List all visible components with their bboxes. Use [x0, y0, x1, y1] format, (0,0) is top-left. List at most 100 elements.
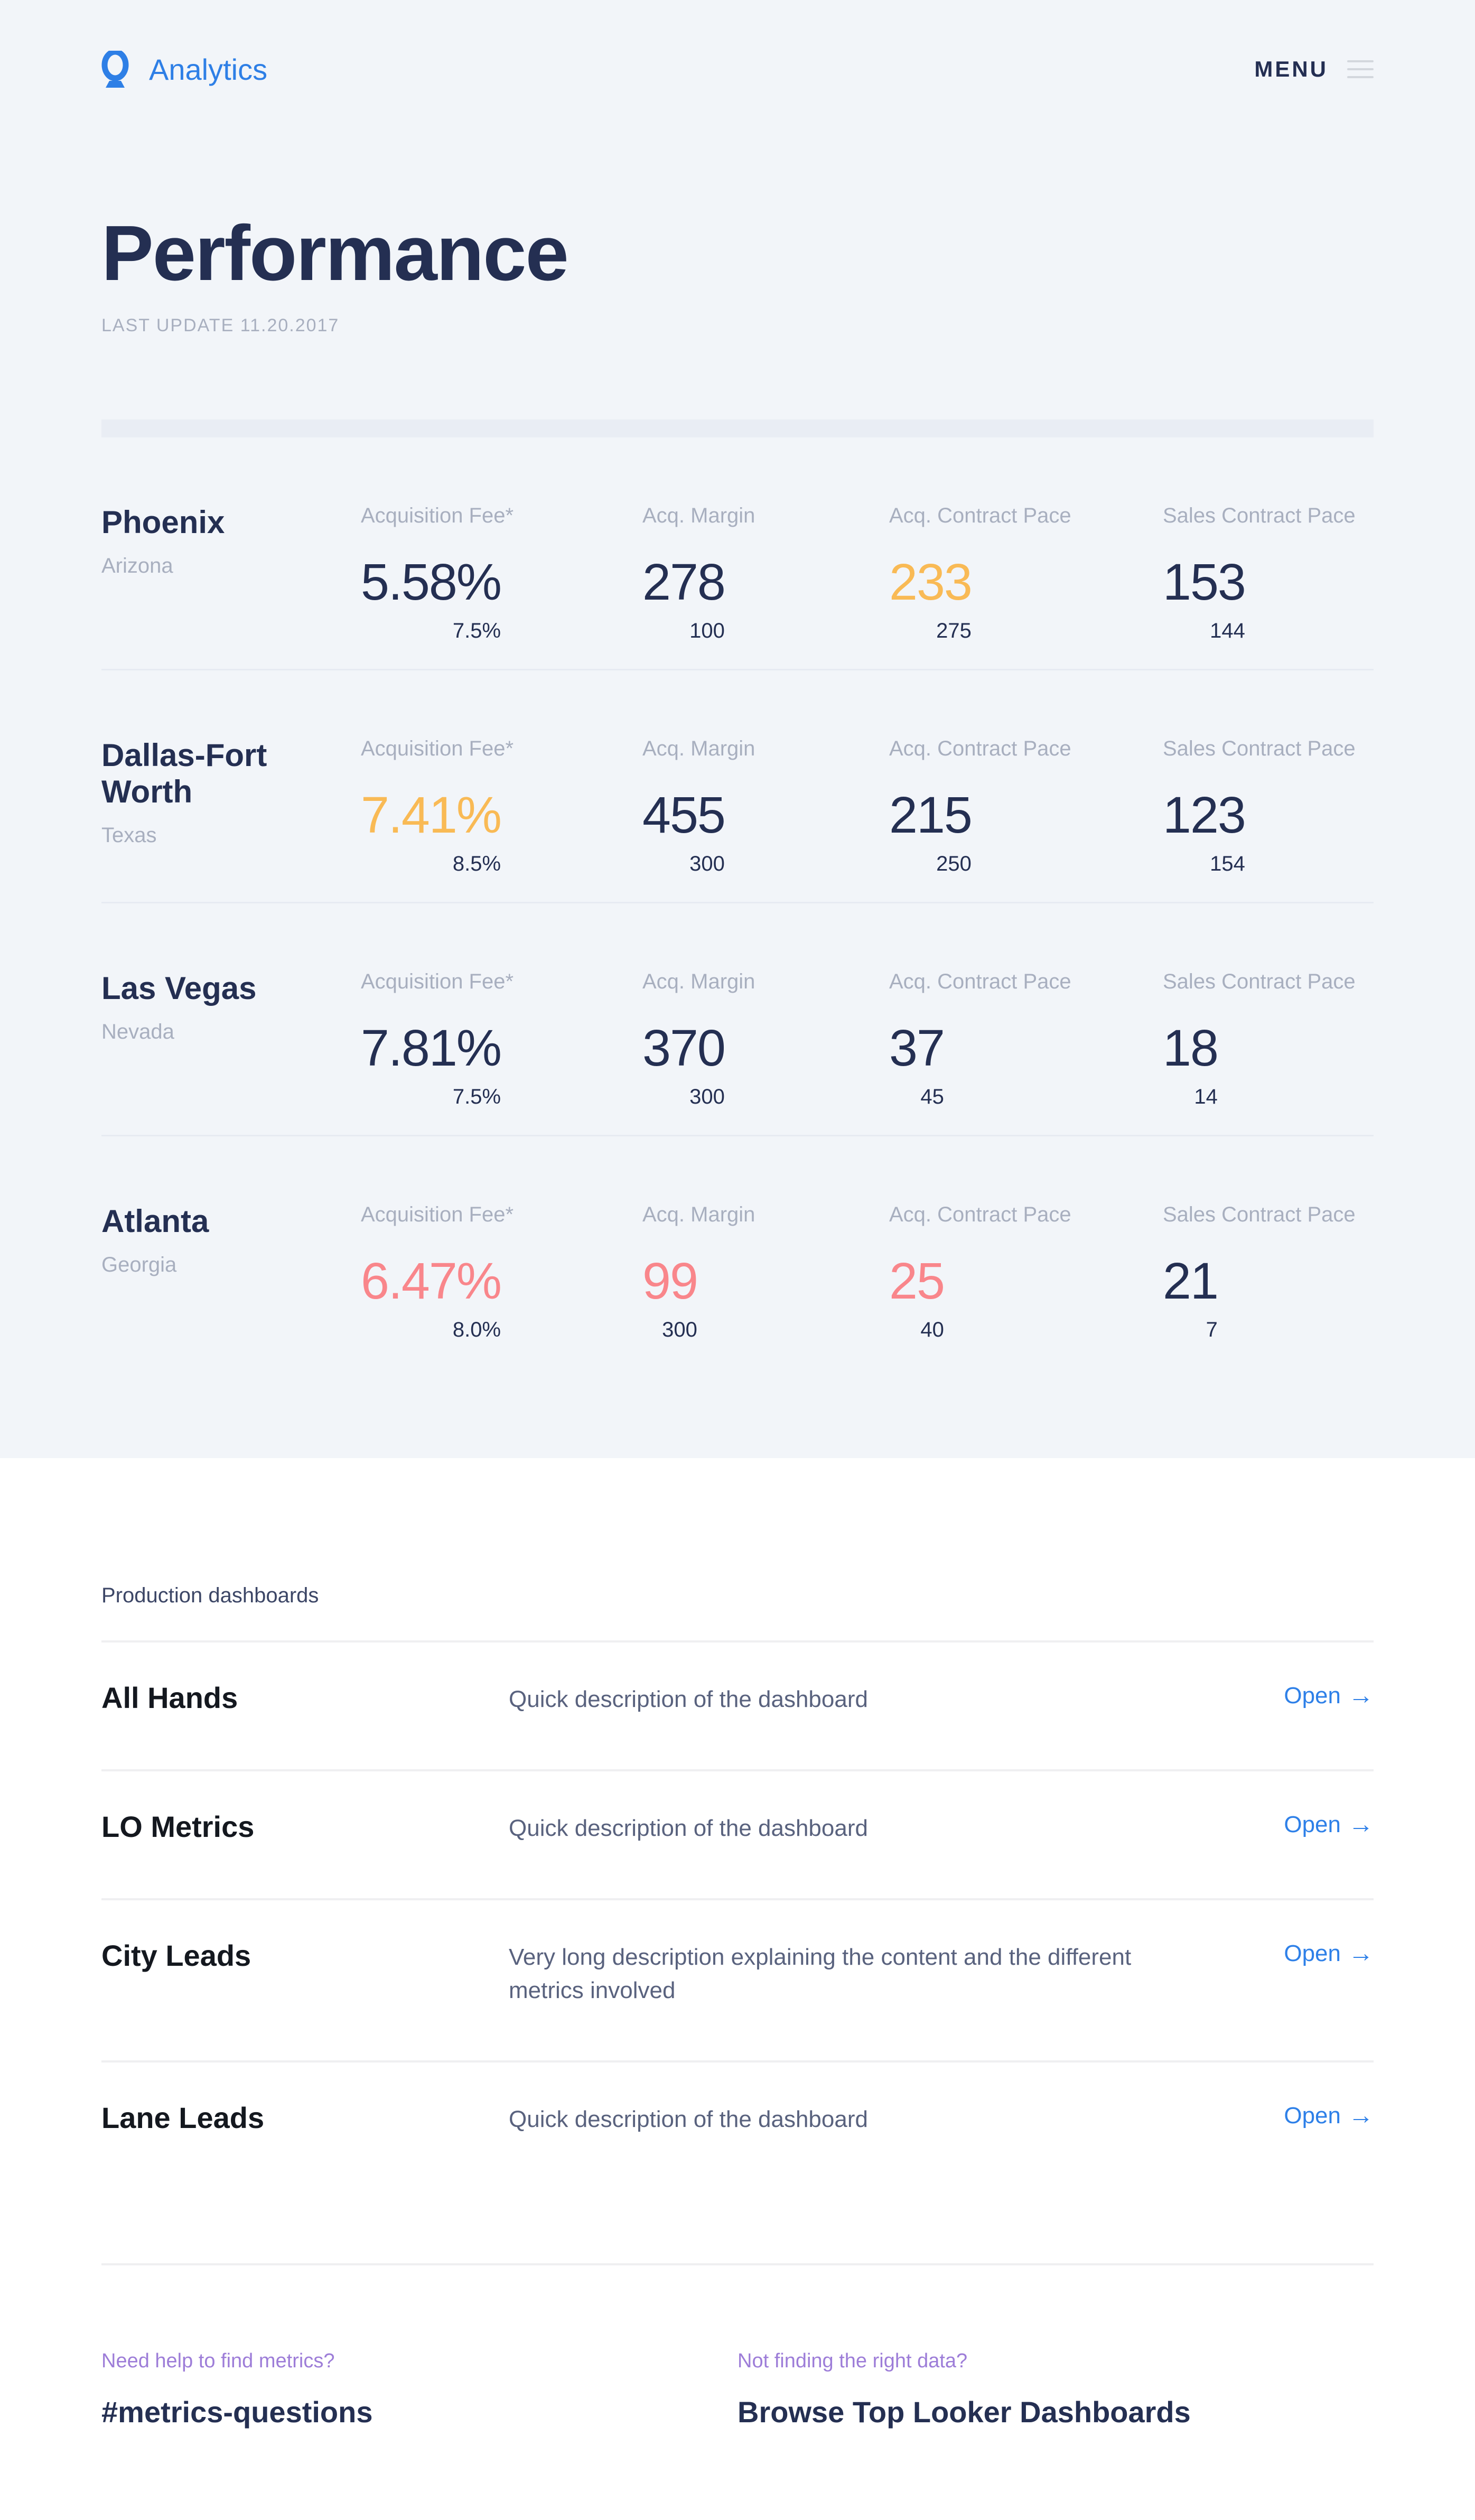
dashboard-name: Lane Leads [101, 2101, 265, 2135]
open-label: Open [1284, 1811, 1341, 1837]
metric-target: 45 [920, 1085, 944, 1109]
metric-cell-acq-fee: Acquisition Fee* 7.81% 7.5% [361, 970, 642, 1135]
city-row-las-vegas: Las Vegas Nevada Acquisition Fee* 7.81% … [101, 903, 1374, 1137]
metric-value: 123 [1163, 786, 1246, 844]
metric-value: 215 [889, 786, 973, 844]
hamburger-icon [1347, 60, 1374, 78]
metric-value: 153 [1163, 553, 1246, 611]
metrics-questions-link[interactable]: #metrics-questions [101, 2395, 373, 2429]
metric-column-header: Acq. Margin [642, 737, 755, 761]
metric-cell-sales-contract-pace: Sales Contract Pace 21 7 [1163, 1203, 1374, 1369]
open-link[interactable]: Open → [1284, 1683, 1374, 1709]
footer-metrics-help: Need help to find metrics? #metrics-ques… [101, 2350, 738, 2429]
city-name: Phoenix [101, 505, 225, 540]
metric-target: 7 [1206, 1318, 1218, 1342]
arrow-right-icon: → [1348, 2102, 1374, 2130]
city-cell: Dallas-Fort Worth Texas [101, 737, 361, 902]
metric-value-block: 37 45 [889, 1022, 945, 1109]
metric-column-header: Sales Contract Pace [1163, 970, 1356, 994]
metric-value: 5.58% [361, 553, 502, 611]
city-row-atlanta: Atlanta Georgia Acquisition Fee* 6.47% 8… [101, 1136, 1374, 1369]
metric-value-block: 21 7 [1163, 1252, 1219, 1342]
menu-button[interactable]: MENU [1254, 57, 1374, 82]
performance-section: Analytics MENU Performance LAST UPDATE 1… [0, 0, 1475, 1458]
dashboard-name: City Leads [101, 1938, 251, 1972]
metric-column-header: Acq. Margin [642, 970, 755, 994]
metric-cell-acq-contract-pace: Acq. Contract Pace 215 250 [889, 737, 1163, 902]
open-label: Open [1284, 1940, 1341, 1966]
metric-target: 250 [936, 852, 972, 876]
city-row-phoenix: Phoenix Arizona Acquisition Fee* 5.58% 7… [101, 437, 1374, 671]
browse-dashboards-link[interactable]: Browse Top Looker Dashboards [738, 2395, 1191, 2429]
metric-column-header: Acq. Contract Pace [889, 737, 1071, 761]
metric-column-header: Acq. Contract Pace [889, 1203, 1071, 1227]
metric-value: 455 [642, 786, 726, 844]
metric-value: 370 [642, 1019, 726, 1077]
open-link[interactable]: Open → [1284, 1940, 1374, 1967]
arrow-right-icon: → [1348, 1939, 1374, 1967]
arrow-right-icon: → [1348, 1682, 1374, 1710]
metric-target: 275 [936, 619, 972, 643]
dashboard-name: All Hands [101, 1681, 238, 1714]
metric-column-header: Acquisition Fee* [361, 1203, 514, 1227]
metric-target: 154 [1210, 852, 1245, 876]
footer-prompt: Not finding the right data? [738, 2349, 968, 2372]
dashboard-row-lane-leads: Lane Leads Quick description of the dash… [101, 2062, 1374, 2265]
metric-value: 99 [642, 1252, 698, 1310]
dashboards-section-label: Production dashboards [101, 1584, 319, 1607]
metric-cell-sales-contract-pace: Sales Contract Pace 123 154 [1163, 737, 1374, 902]
dashboard-description: Quick description of the dashboard [509, 1815, 868, 1841]
open-label: Open [1284, 2103, 1341, 2129]
city-cell: Atlanta Georgia [101, 1203, 361, 1369]
city-cell: Las Vegas Nevada [101, 970, 361, 1135]
metric-column-header: Acq. Margin [642, 504, 755, 528]
metric-target: 8.5% [452, 852, 501, 876]
metric-cell-acq-margin: Acq. Margin 370 300 [642, 970, 889, 1135]
city-state: Georgia [101, 1253, 177, 1277]
page-title: Performance [101, 210, 569, 297]
metric-column-header: Sales Contract Pace [1163, 737, 1356, 761]
metric-value-block: 455 300 [642, 786, 726, 876]
city-row-dallas-fort-worth: Dallas-Fort Worth Texas Acquisition Fee*… [101, 670, 1374, 904]
metric-value-block: 278 100 [642, 556, 726, 643]
brand-logo-icon [101, 51, 129, 88]
metric-value-block: 233 275 [889, 553, 973, 643]
metric-cell-acq-fee: Acquisition Fee* 5.58% 7.5% [361, 504, 642, 669]
dashboards-section: Production dashboards All Hands Quick de… [0, 1458, 1475, 2508]
metric-target: 8.0% [452, 1318, 501, 1342]
menu-label: MENU [1254, 57, 1328, 81]
metric-target: 100 [689, 619, 725, 643]
metric-target: 14 [1194, 1085, 1218, 1109]
metric-value: 21 [1163, 1252, 1219, 1310]
metric-cell-acq-fee: Acquisition Fee* 6.47% 8.0% [361, 1203, 642, 1369]
top-bar: Analytics MENU [101, 51, 1374, 88]
last-update-label: LAST UPDATE 11.20.2017 [101, 315, 340, 336]
metric-value: 25 [889, 1252, 945, 1310]
metric-value-block: 7.41% 8.5% [361, 789, 502, 876]
metric-target: 300 [662, 1318, 697, 1342]
metric-column-header: Sales Contract Pace [1163, 504, 1356, 528]
divider [101, 1640, 1374, 1642]
metric-column-header: Acquisition Fee* [361, 504, 514, 528]
metric-value-block: 7.81% 7.5% [361, 1019, 502, 1109]
arrow-right-icon: → [1348, 1810, 1374, 1838]
metric-value: 233 [889, 553, 973, 611]
metric-value-block: 215 250 [889, 786, 973, 876]
metric-cell-acq-contract-pace: Acq. Contract Pace 233 275 [889, 504, 1163, 669]
metric-cell-acq-fee: Acquisition Fee* 7.41% 8.5% [361, 737, 642, 902]
section-progress-bar [101, 419, 1374, 438]
open-link[interactable]: Open → [1284, 2103, 1374, 2129]
metric-value-block: 153 144 [1163, 553, 1246, 643]
open-link[interactable]: Open → [1284, 1812, 1374, 1838]
metric-column-header: Acq. Contract Pace [889, 970, 1071, 994]
metric-value: 7.81% [361, 1019, 502, 1077]
metric-target: 7.5% [452, 1085, 501, 1109]
city-cell: Phoenix Arizona [101, 504, 361, 669]
metric-target: 144 [1210, 619, 1245, 643]
metric-column-header: Acquisition Fee* [361, 737, 514, 761]
metric-column-header: Sales Contract Pace [1163, 1203, 1356, 1227]
metric-value-block: 6.47% 8.0% [361, 1255, 502, 1342]
dashboard-name: LO Metrics [101, 1809, 255, 1843]
city-name: Atlanta [101, 1203, 209, 1239]
brand[interactable]: Analytics [101, 51, 267, 88]
